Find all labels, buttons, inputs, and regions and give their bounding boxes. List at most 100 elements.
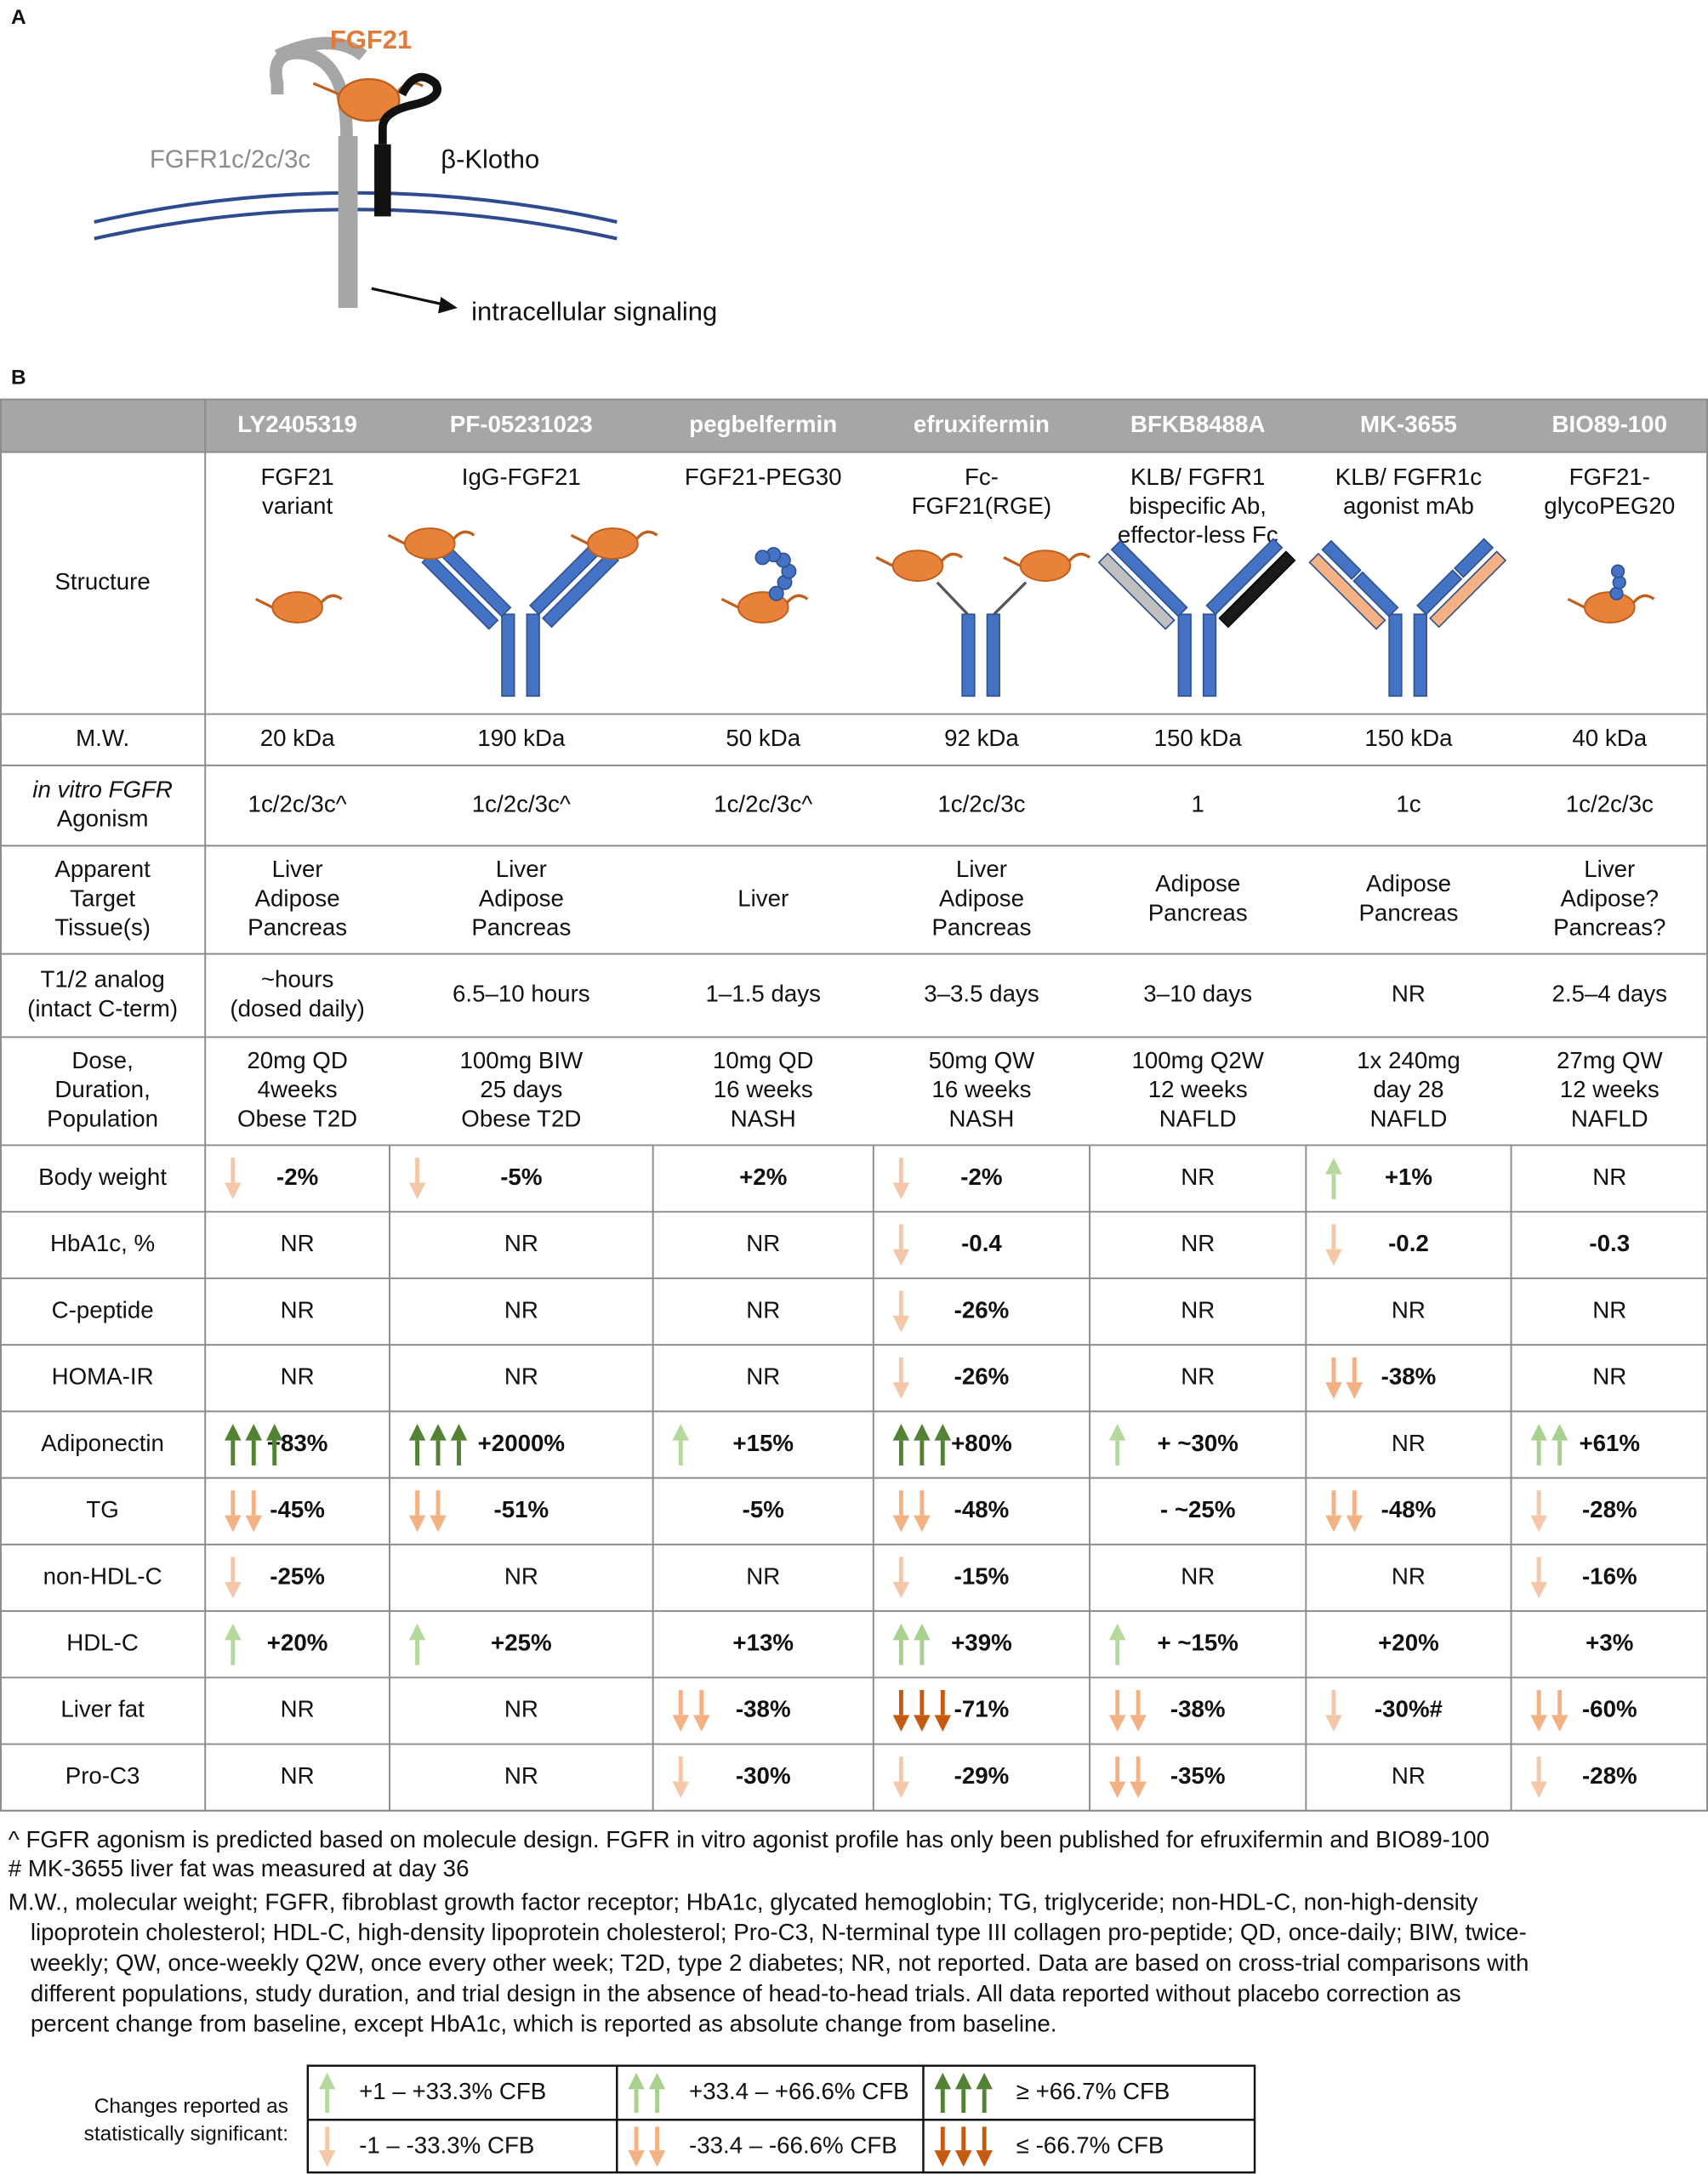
cell-text: KLB/ FGFR1 [1130,464,1265,490]
arrow-head [892,1182,910,1200]
arrow-head [1530,1781,1547,1799]
cell-text: bispecific Ab, [1129,492,1267,519]
cell-text: 40 kDa [1572,725,1647,751]
change-arrow [954,2126,972,2167]
cell-text: 50 kDa [726,725,800,751]
cell-text: FGF21-PEG30 [685,464,842,490]
arrow-head [892,1424,910,1441]
cell-value: -38% [1170,1696,1226,1722]
change-arrow [1346,1490,1364,1533]
legend-entry: ≤ -66.7% CFB [1016,2131,1164,2158]
cell-value: -48% [954,1496,1010,1522]
arrow-head [1325,1249,1342,1266]
arrow-head [914,1715,931,1732]
cell-text: NAFLD [1571,1105,1648,1131]
arrow-head [318,2072,336,2090]
cell-text: Adipose [479,885,564,911]
cell-text: Pancreas [248,914,347,941]
cell-value: +80% [951,1430,1012,1456]
row-label: Liver fat [60,1696,145,1722]
cell-text: day 28 [1373,1076,1443,1102]
change-arrow [976,2126,993,2167]
cell-text: FGF21(RGE) [912,492,1052,519]
arrow-head [892,1315,910,1333]
row-label: Agonism [57,805,149,832]
cell-value: NR [281,1230,315,1256]
cell-text: 100mg BIW [460,1047,584,1073]
legend-title: Changes reported as [94,2095,288,2118]
cell-text: FGF21 [261,464,334,490]
change-arrow [648,2126,666,2167]
cell-text: Adipose [255,885,340,911]
cell-text: Obese T2D [237,1105,357,1131]
cell-text: 1c/2c/3c^ [248,790,347,817]
change-arrow [892,1224,910,1266]
arrow-head [1130,1715,1147,1732]
row-label: HOMA-IR [52,1363,154,1390]
column-header: LY2405319 [237,411,357,437]
fgf21 [403,527,456,560]
cell-text: Pancreas [1358,899,1458,925]
change-arrow [1325,1490,1342,1533]
legend-title: statistically significant: [84,2123,288,2146]
change-arrow [408,1490,426,1533]
row-label: non-HDL-C [43,1562,162,1589]
cell-value: NR [1181,1363,1215,1390]
fgf21 [587,527,639,560]
cell-value: -30%# [1375,1696,1443,1722]
panel-label: B [11,367,26,390]
fgf21 [891,549,944,583]
change-arrow [892,1756,910,1799]
antibody-arm [1308,539,1399,630]
cell-text: 1x 240mg [1357,1047,1460,1073]
cell-text: NASH [948,1105,1014,1131]
fc-stem [986,613,1000,697]
cell-value: NR [1181,1230,1215,1256]
fgf21-tail [1003,552,1091,567]
cell-text: NAFLD [1159,1105,1237,1131]
cell-value: NR [281,1363,315,1390]
cell-value: NR [504,1230,538,1256]
arm-domain [1416,569,1463,616]
arrow-head [628,2150,645,2167]
cell-text: agonist mAb [1343,492,1474,519]
legend-entry: ≥ +66.7% CFB [1016,2078,1170,2104]
signal-arrowhead [438,296,458,314]
arrow-head [430,1515,447,1533]
fc-stem [1413,613,1427,697]
cell-value: -51% [494,1496,549,1522]
arrow-head [892,1515,910,1533]
arrow-head [672,1715,690,1732]
cell-text: 1c/2c/3c [937,790,1025,817]
arrow-head [225,1515,242,1533]
cell-text: 20 kDa [260,725,335,751]
arm-domain [1453,538,1494,578]
arrow-head [408,1424,426,1441]
signal-arrow [371,287,447,307]
change-arrow [892,1689,910,1732]
cell-text: 1c/2c/3c^ [714,790,812,817]
cell-value: -5% [743,1496,784,1522]
row-label: Dose, [71,1047,133,1073]
cell-value: -29% [954,1762,1010,1789]
fgf21 [1019,549,1072,583]
change-arrow [225,1623,242,1665]
cell-text: 4weeks [258,1076,338,1102]
cell-value: -28% [1582,1496,1637,1522]
change-arrow [318,2072,336,2114]
arrow-head [225,1182,242,1200]
cell-value: NR [1181,1296,1215,1323]
footnote: weekly; QW, once-weekly Q2W, once every … [30,1949,1529,1976]
footnote: M.W., molecular weight; FGFR, fibroblast… [9,1888,1478,1915]
arrow-head [914,1424,931,1441]
arm-domain [1110,539,1188,617]
fc-stem [1177,613,1192,697]
change-arrow [1108,1623,1126,1665]
cell-text: Adipose [939,885,1024,911]
change-arrow [1551,1689,1569,1732]
change-arrow [1530,1557,1547,1599]
cell-text: 16 weeks [714,1076,813,1102]
arrow-head [628,2072,645,2090]
row-label: T1/2 analog [40,966,164,993]
change-arrow [408,1623,426,1665]
